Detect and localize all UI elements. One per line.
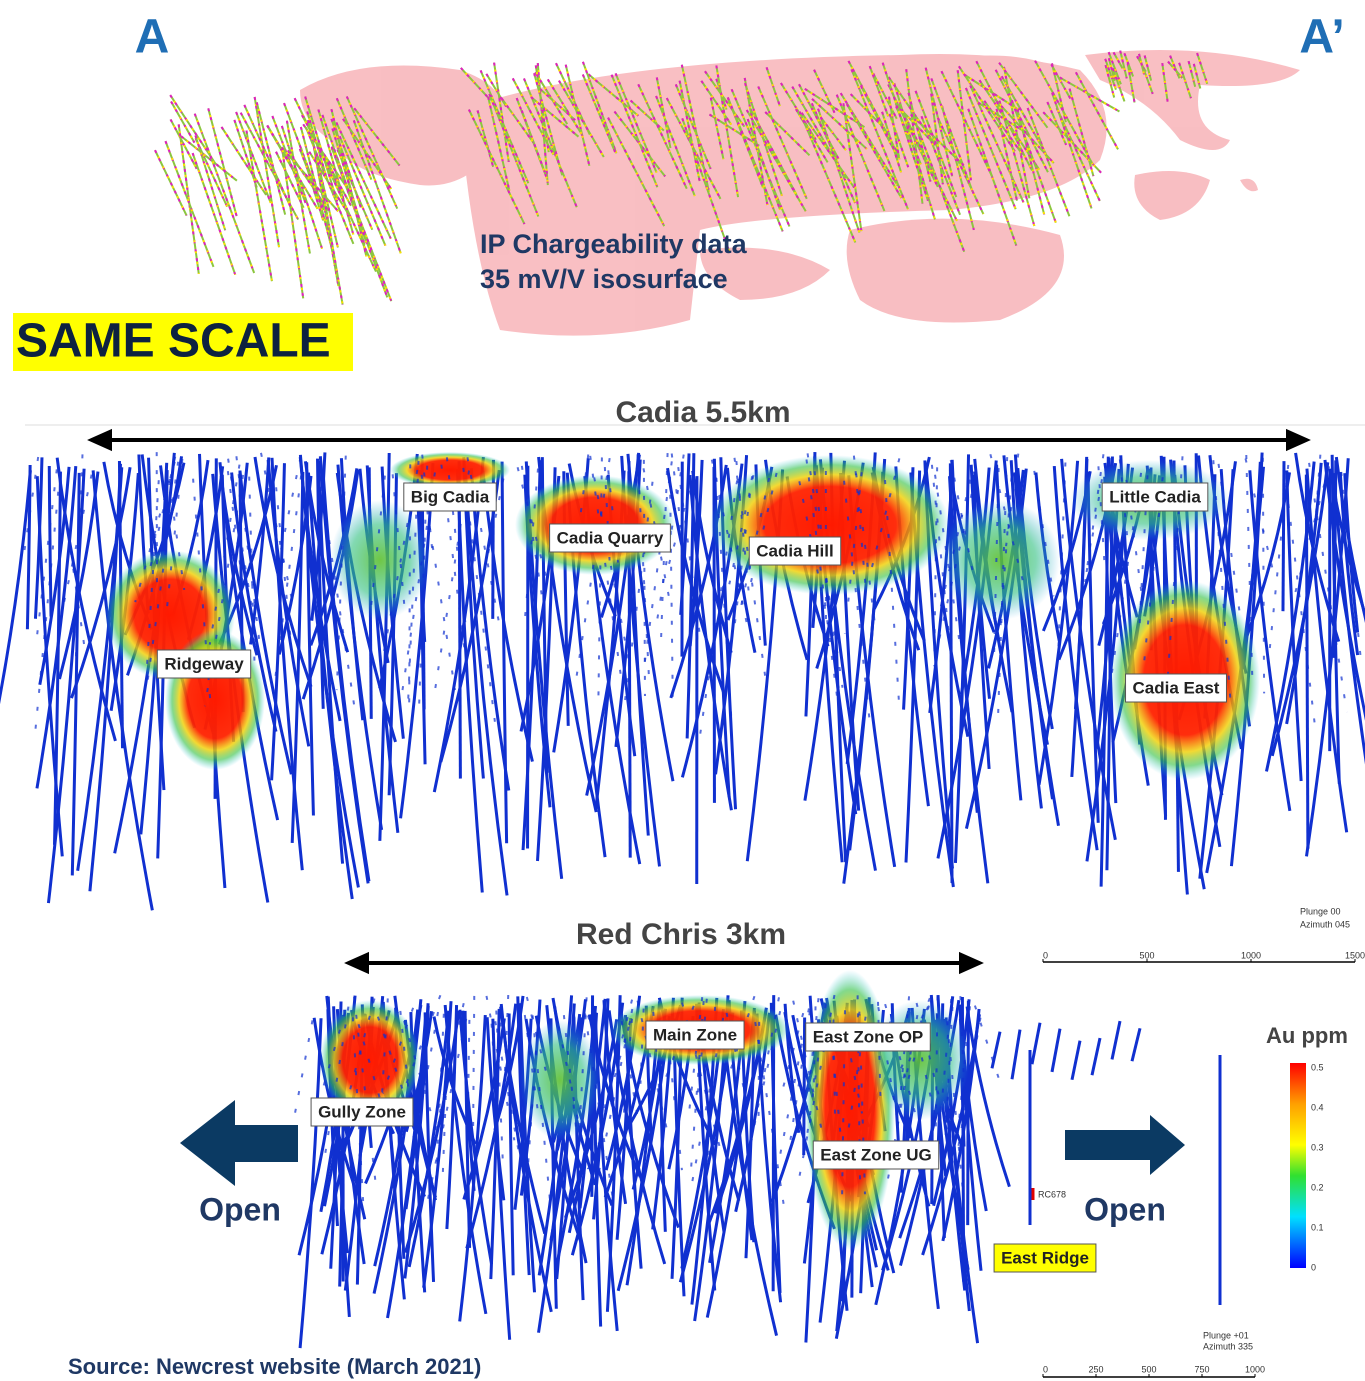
drill-hole: [465, 471, 507, 895]
ore-zone: [330, 500, 430, 620]
annotation: 35 mV/V isosurface: [480, 264, 728, 294]
legend-tick: 0.3: [1311, 1142, 1324, 1152]
section-label-a: A: [135, 11, 170, 64]
same-scale: SAME SCALE: [16, 315, 331, 368]
drill-hole: [502, 462, 507, 844]
drill-hole: [1132, 1028, 1140, 1061]
scale-label: 750: [1194, 1364, 1209, 1374]
zone-label: Main Zone: [653, 1025, 737, 1044]
scale-label: 0: [1043, 1364, 1048, 1374]
zone-label: Big Cadia: [411, 487, 490, 506]
ip-isosurface: [300, 50, 1300, 336]
drill-hole: [1052, 1029, 1060, 1072]
ore-zone: [805, 970, 895, 1250]
legend-tick: 0.1: [1311, 1222, 1324, 1232]
drill-hole: [300, 1018, 321, 1348]
scale-label: 500: [1139, 950, 1154, 960]
scale-label: 1000: [1241, 950, 1261, 960]
legend-title: Au ppm: [1266, 1023, 1348, 1048]
hole-label: RC678: [1038, 1189, 1066, 1199]
ore-zone: [520, 1020, 600, 1140]
annotation: IP Chargeability data: [480, 229, 748, 259]
cadia-title: Cadia 5.5km: [615, 396, 790, 429]
zone-label: Cadia Quarry: [557, 528, 664, 547]
drill-hole: [992, 1032, 1000, 1069]
open-label: Open: [1084, 1191, 1166, 1227]
view-note: Plunge 00: [1300, 906, 1341, 916]
open-label: Open: [199, 1191, 281, 1227]
view-note: Azimuth 045: [1300, 919, 1350, 929]
view-note: Plunge +01: [1203, 1330, 1249, 1340]
drill-hole: [72, 473, 79, 876]
drill-hole: [968, 1001, 969, 1225]
scale-label: 250: [1088, 1364, 1103, 1374]
legend-tick: 0: [1311, 1262, 1316, 1272]
span-arrow: [92, 432, 1306, 448]
zone-label: Gully Zone: [318, 1102, 406, 1121]
ore-zone: [710, 455, 950, 595]
zone-label: East Ridge: [1001, 1248, 1089, 1267]
legend-tick: 0.2: [1311, 1182, 1324, 1192]
scale-label: 500: [1141, 1364, 1156, 1374]
legend-tick: 0.5: [1311, 1062, 1324, 1072]
scale-label: 1500: [1345, 950, 1365, 960]
zone-label: Cadia East: [1133, 678, 1220, 697]
page: A A’ IP Chargeability data 35 mV/V isosu…: [0, 0, 1365, 1381]
zone-label: Ridgeway: [164, 654, 244, 673]
ore-zone: [940, 500, 1060, 620]
section-label-a-prime: A’: [1299, 11, 1344, 64]
zone-label: East Zone UG: [820, 1145, 931, 1164]
view-note: Azimuth 335: [1203, 1341, 1253, 1351]
drill-hole: [1092, 1038, 1100, 1075]
legend-tick: 0.4: [1311, 1102, 1324, 1112]
drill-hole: [49, 466, 51, 617]
drill-hole: [1032, 1023, 1040, 1064]
drill-hole: [1112, 1021, 1120, 1059]
zone-label: Little Cadia: [1109, 487, 1201, 506]
drill-hole: [1072, 1041, 1080, 1080]
span-arrow: [349, 955, 979, 971]
drill-hole: [1012, 1030, 1020, 1080]
scale-label: 0: [1043, 950, 1048, 960]
drill-hole-assay: [1263, 458, 1264, 694]
zone-label: East Zone OP: [813, 1027, 924, 1046]
drill-hole: [0, 470, 30, 736]
ore-zone: [870, 1000, 970, 1120]
drill-hole: [1283, 461, 1284, 611]
scale-label: 1000: [1245, 1364, 1265, 1374]
source: Source: Newcrest website (March 2021): [68, 1354, 481, 1379]
drill-hole-assay: [290, 1020, 313, 1141]
drill-hole: [967, 1007, 1009, 1187]
zone-label: Cadia Hill: [756, 541, 833, 560]
red-chris-title: Red Chris 3km: [576, 918, 786, 951]
color-bar: [1290, 1063, 1306, 1268]
